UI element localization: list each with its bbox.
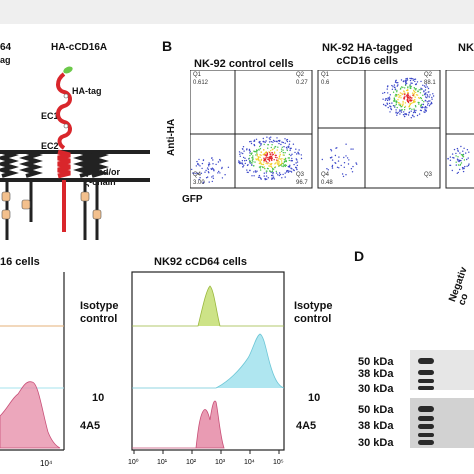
right-row-4a5: 4A5 xyxy=(296,420,317,432)
marker-band xyxy=(418,406,434,412)
left-row-4a5: 4A5 xyxy=(80,420,101,432)
p2-v1: 0.6 xyxy=(321,80,330,86)
plot3-frame xyxy=(445,70,474,189)
panelA-title: HA-cCD16A xyxy=(51,42,108,53)
panelB-letter: B xyxy=(162,38,173,54)
x-tick-label: 10¹ xyxy=(157,459,168,466)
panelC-right-title: NK92 cCD64 cells xyxy=(154,256,247,268)
chain-right1-tm xyxy=(73,150,97,178)
right-hist-frame xyxy=(131,271,285,451)
p1-v3: 96.7 xyxy=(296,180,308,186)
xlabel-gfp: GFP xyxy=(182,194,203,205)
chain-left-tm xyxy=(0,150,19,178)
chain-left2-tm xyxy=(19,150,43,178)
marker-top-30: 30 kDa xyxy=(358,383,394,395)
right-4a5-hist xyxy=(132,400,225,449)
p1-q1: Q1 xyxy=(193,72,202,78)
x-tick-label: 10⁴ xyxy=(244,459,255,466)
ha-tag-shape xyxy=(63,66,73,74)
x-tick-label: 10³ xyxy=(215,459,226,466)
ec2-label: EC2 xyxy=(41,141,59,151)
plot1-dots xyxy=(191,136,303,184)
membrane-bottom xyxy=(0,178,150,182)
p2-q3: Q3 xyxy=(424,172,433,178)
dot-plots xyxy=(190,70,474,189)
plot2-frame xyxy=(317,70,441,189)
receptor-diagram xyxy=(0,66,150,240)
chain-right2-tm xyxy=(85,150,109,178)
marker-top-38: 38 kDa xyxy=(358,368,394,380)
p2-q2: Q2 xyxy=(424,72,433,78)
blot-column-label: Negativ co xyxy=(447,265,471,307)
ha-tag-label: HA-tag xyxy=(72,86,102,96)
p1-v4: 3.00 xyxy=(193,180,205,186)
p2-q1: Q1 xyxy=(321,72,330,78)
p2-q4: Q4 xyxy=(321,172,330,178)
ylabel-anti-ha: Anti-HA xyxy=(166,118,177,156)
panelA-left-sublabel: ag xyxy=(0,55,11,65)
p1-q3: Q3 xyxy=(296,172,305,178)
x-tick-label: 10⁰ xyxy=(128,458,139,466)
right-row-10: 10 xyxy=(308,392,321,404)
right-row-isotype: Isotype control xyxy=(294,300,333,325)
marker-bottom-30: 30 kDa xyxy=(358,437,394,449)
plot1-title: NK-92 control cells xyxy=(194,58,294,70)
membrane-top xyxy=(0,150,150,154)
plot3-dots xyxy=(447,145,470,174)
right-isotype-hist xyxy=(132,285,284,327)
marker-band xyxy=(418,370,434,375)
right-x-ticks: 10⁰ 10¹ 10² 10³ 10⁴ 10⁵ xyxy=(128,450,284,466)
left-4a5-hist xyxy=(0,381,61,449)
x-tick-label: 10⁵ xyxy=(273,459,284,466)
marker-bottom-38: 38 kDa xyxy=(358,420,394,432)
x-tick-label: 10² xyxy=(186,459,197,466)
plot3-title: NK xyxy=(458,42,474,54)
p2-v2: 88.1 xyxy=(424,80,436,86)
plot2-dots xyxy=(321,77,435,178)
right-10-hist xyxy=(132,333,285,389)
histograms: 10⁴ 10⁰ 10¹ 10² 10³ 10⁴ 10⁵ xyxy=(0,271,285,468)
marker-band xyxy=(418,424,434,429)
p1-v1: 0.612 xyxy=(193,80,209,86)
panelA-left-label: 64 xyxy=(0,42,12,53)
marker-bottom-50: 50 kDa xyxy=(358,404,394,416)
left-tick: 10⁴ xyxy=(40,459,53,468)
plot2-title: NK-92 HA-tagged cCD16 cells xyxy=(322,42,413,67)
p1-q2: Q2 xyxy=(296,72,305,78)
top-strip xyxy=(0,0,474,24)
left-row-10: 10 xyxy=(92,392,105,404)
ec1-label: EC1 xyxy=(41,111,59,121)
cd16-extracellular xyxy=(56,72,72,150)
p1-q4: Q4 xyxy=(193,172,202,178)
marker-band xyxy=(418,440,434,445)
cd16-transmembrane xyxy=(57,149,71,179)
marker-band xyxy=(418,386,434,390)
panelC-left-title: 16 cells xyxy=(0,256,40,268)
marker-top-50: 50 kDa xyxy=(358,356,394,368)
left-row-isotype: Isotype control xyxy=(80,300,119,325)
p1-v2: 0.27 xyxy=(296,80,308,86)
marker-band xyxy=(418,358,434,364)
panelD-letter: D xyxy=(354,248,365,264)
p2-v4: 0.48 xyxy=(321,180,333,186)
